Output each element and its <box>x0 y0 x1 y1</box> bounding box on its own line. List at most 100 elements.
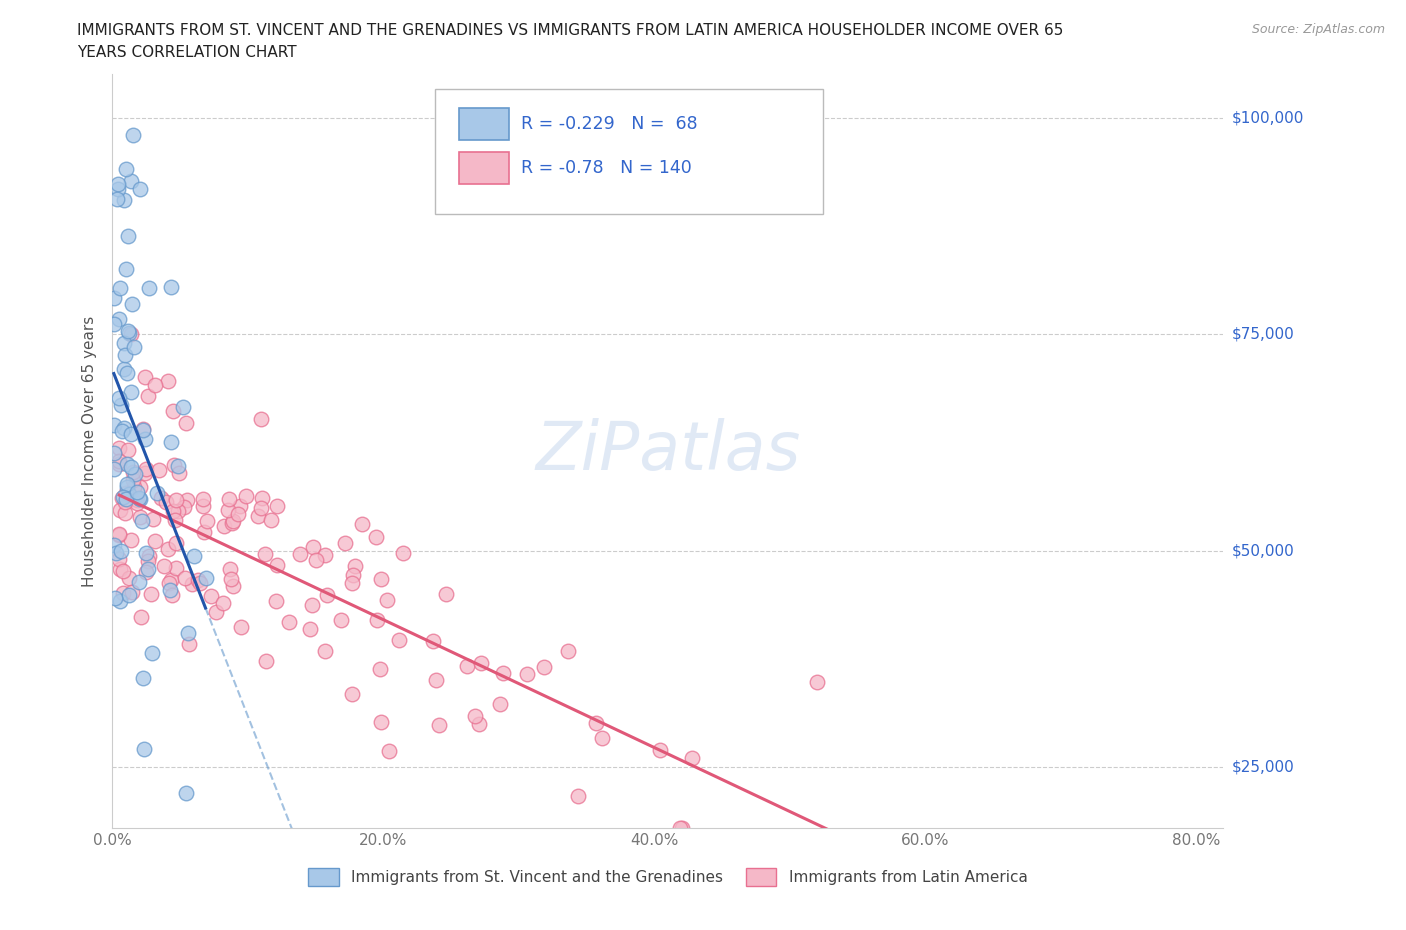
Point <box>108 528 131 543</box>
Point <box>121 584 143 599</box>
Point <box>222 578 245 593</box>
Point <box>492 666 515 681</box>
Point <box>173 499 195 514</box>
Point <box>235 488 257 503</box>
Point <box>120 384 142 399</box>
Point <box>103 316 125 331</box>
Text: Source: ZipAtlas.com: Source: ZipAtlas.com <box>1251 23 1385 36</box>
Point <box>205 604 228 619</box>
Point <box>117 324 139 339</box>
Point <box>120 532 142 547</box>
Point <box>150 491 173 506</box>
Point <box>128 575 150 590</box>
Point <box>124 339 146 354</box>
Point <box>301 539 323 554</box>
Point <box>114 348 136 363</box>
Point <box>181 577 204 591</box>
Point <box>110 397 132 412</box>
Point <box>135 461 157 476</box>
Point <box>314 548 336 563</box>
Point <box>422 633 444 648</box>
Point <box>159 583 181 598</box>
Point <box>488 697 510 711</box>
Point <box>148 462 170 477</box>
Point <box>131 513 153 528</box>
Point <box>228 507 250 522</box>
Point <box>557 644 579 658</box>
Point <box>174 416 197 431</box>
Point <box>132 741 155 756</box>
FancyBboxPatch shape <box>434 89 824 214</box>
Point <box>567 789 589 804</box>
Point <box>378 743 401 758</box>
Point <box>160 434 183 449</box>
Point <box>174 786 197 801</box>
Point <box>125 485 148 499</box>
Point <box>111 423 134 438</box>
Point <box>142 512 165 526</box>
Point <box>342 567 364 582</box>
Point <box>253 547 276 562</box>
Point <box>112 564 135 578</box>
Legend: Immigrants from St. Vincent and the Grenadines, Immigrants from Latin America: Immigrants from St. Vincent and the Gren… <box>302 862 1033 892</box>
Point <box>191 498 214 513</box>
Point <box>112 489 135 504</box>
Point <box>103 538 125 552</box>
Point <box>217 503 239 518</box>
Point <box>112 336 135 351</box>
Point <box>117 229 139 244</box>
Point <box>131 422 153 437</box>
Point <box>163 458 186 472</box>
Point <box>146 485 169 500</box>
Point <box>129 609 152 624</box>
Point <box>115 476 138 491</box>
Point <box>107 177 129 192</box>
Point <box>138 281 160 296</box>
Point <box>120 427 142 442</box>
Point <box>222 513 245 528</box>
Point <box>188 575 211 590</box>
Point <box>138 553 160 568</box>
Point <box>117 443 139 458</box>
Point <box>143 534 166 549</box>
Point <box>108 502 131 517</box>
Point <box>114 495 136 510</box>
Point <box>250 411 273 426</box>
Point <box>120 326 142 341</box>
Point <box>110 543 132 558</box>
Point <box>103 461 125 476</box>
Point <box>169 466 191 481</box>
Point <box>304 552 326 567</box>
Point <box>342 576 364 591</box>
Point <box>671 820 693 835</box>
Point <box>212 519 235 534</box>
Point <box>250 491 273 506</box>
Point <box>166 504 188 519</box>
Point <box>138 549 160 564</box>
Point <box>388 632 411 647</box>
Point <box>464 709 486 724</box>
Point <box>115 492 138 507</box>
Point <box>160 587 183 602</box>
Point <box>143 378 166 392</box>
Point <box>118 571 141 586</box>
Point <box>370 714 392 729</box>
Point <box>228 498 250 513</box>
Point <box>121 297 143 312</box>
Point <box>456 658 478 673</box>
Point <box>128 490 150 505</box>
Point <box>516 667 538 682</box>
Point <box>218 491 240 506</box>
Point <box>108 526 131 541</box>
Point <box>340 686 363 701</box>
Point <box>141 645 163 660</box>
Point <box>315 588 337 603</box>
Point <box>183 548 205 563</box>
Point <box>165 493 187 508</box>
Point <box>162 404 184 418</box>
Point <box>368 661 391 676</box>
Point <box>115 479 138 494</box>
Point <box>591 731 613 746</box>
Point <box>533 659 555 674</box>
Point <box>112 193 135 207</box>
